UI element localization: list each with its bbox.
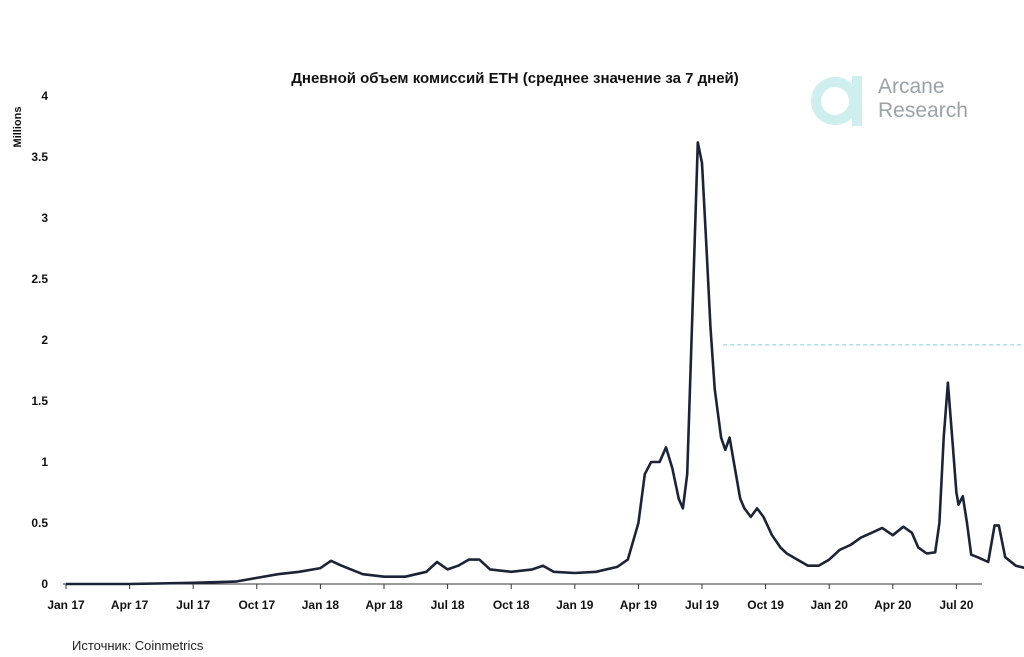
x-tick-label: Jan 18 [302,598,340,612]
x-tick-label: Oct 17 [238,598,275,612]
logo-bar-icon [852,76,862,126]
x-tick-label: Apr 20 [874,598,912,612]
x-tick-label: Apr 19 [620,598,658,612]
x-tick-label: Jul 19 [685,598,719,612]
y-tick-label: 4 [41,89,48,103]
x-axis-ticks: Jan 17 Apr 17 Jul 17 Oct 17 Jan 18 Apr 18 Jul … [47,584,974,612]
y-tick-label: 3.5 [31,150,48,164]
y-tick-label: 2.5 [31,272,48,286]
series-line [66,141,1024,586]
x-tick-label: Oct 19 [747,598,784,612]
y-tick-label: 1 [41,455,48,469]
y-tick-label: 1.5 [31,394,48,408]
y-axis-ticks: 0 0.5 1 1.5 2 2.5 3 3.5 4 [31,89,48,591]
x-tick-label: Jul 20 [939,598,973,612]
logo-text-line2: Research [878,99,968,122]
y-tick-label: 0 [41,577,48,591]
chart-title: Дневной объем комиссий ETH (среднее знач… [291,70,739,87]
y-tick-label: 0.5 [31,516,48,530]
y-axis-label: Millions [12,107,24,148]
logo-mark-icon [811,77,859,125]
x-tick-label: Jan 19 [556,598,594,612]
source-note: Источник: Coinmetrics [72,638,204,653]
x-tick-label: Jul 18 [431,598,465,612]
x-tick-label: Apr 18 [365,598,403,612]
watermark-logo: Arcane Research [811,75,968,126]
logo-text-line1: Arcane [878,75,945,98]
x-tick-label: Apr 17 [111,598,149,612]
y-tick-label: 2 [41,333,48,347]
y-tick-label: 3 [41,211,48,225]
x-tick-label: Jul 17 [176,598,210,612]
x-tick-label: Oct 18 [493,598,530,612]
x-tick-label: Jan 20 [811,598,849,612]
x-tick-label: Jan 17 [47,598,85,612]
